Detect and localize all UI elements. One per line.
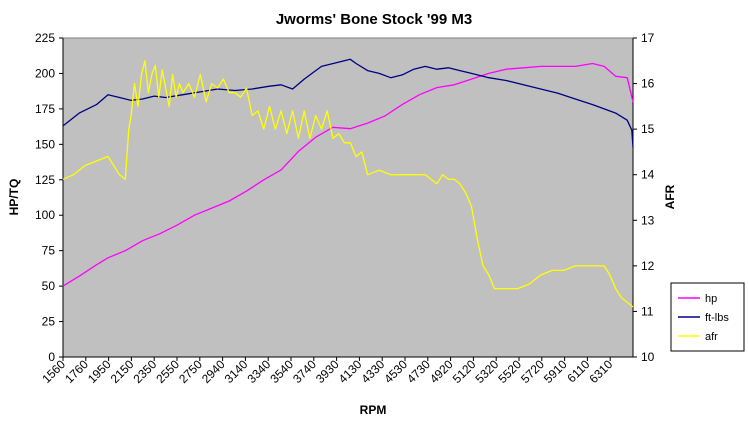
x-axis-title: RPM [360, 403, 387, 417]
y-tick-label: 225 [35, 31, 55, 45]
y-tick-label: 50 [42, 279, 56, 293]
y-tick-label: 25 [42, 315, 56, 329]
y2-tick-label: 16 [641, 77, 655, 91]
y-tick-label: 200 [35, 66, 55, 80]
series-line-ft-lbs [62, 58, 634, 148]
series-line-hp [62, 62, 634, 287]
y2-tick-label: 15 [641, 122, 655, 136]
legend-label-afr: afr [705, 331, 718, 343]
y2-tick-label: 13 [641, 213, 655, 227]
y2-tick-label: 14 [641, 168, 655, 182]
y2-tick-label: 12 [641, 259, 655, 273]
y2-tick-label: 11 [641, 304, 654, 318]
series-line-afr [62, 60, 634, 308]
y-tick-label: 175 [35, 102, 55, 116]
legend: hp ft-lbs afr [670, 282, 745, 352]
legend-label-hp: hp [705, 293, 717, 305]
y-tick-label: 150 [35, 137, 55, 151]
legend-label-ft-lbs: ft-lbs [705, 312, 729, 324]
y-tick-label: 125 [35, 173, 55, 187]
y-tick-label: 0 [48, 350, 55, 364]
y2-tick-label: 10 [641, 350, 655, 364]
y-axis-title: HP/TQ [7, 179, 21, 216]
y2-axis-title: AFR [663, 184, 677, 209]
y2-tick-label: 17 [641, 31, 655, 45]
y-tick-label: 75 [42, 244, 56, 258]
chart-title: Jworms' Bone Stock '99 M3 [276, 11, 472, 28]
plot-area [62, 37, 634, 358]
series-lines [62, 58, 634, 308]
y-tick-label: 100 [35, 208, 55, 222]
